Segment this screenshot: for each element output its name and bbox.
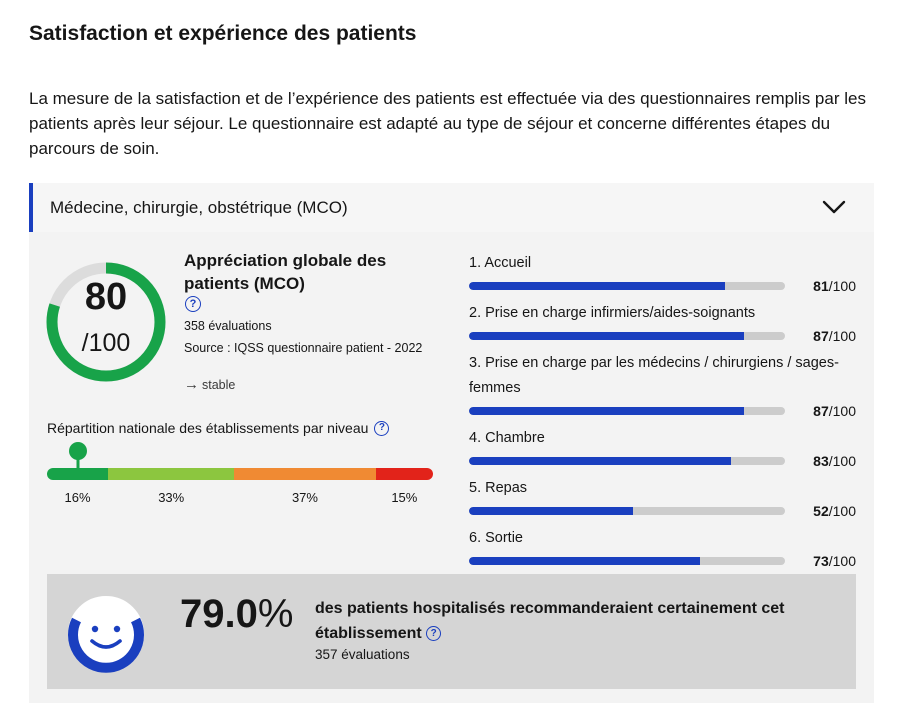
criterion-score-max: /100 [828,403,856,419]
criterion-score-max: /100 [828,553,856,569]
criterion-score-value: 81 [813,278,829,294]
criterion-label: 4. Chambre [469,430,545,446]
criterion-score-value: 73 [813,553,829,569]
recommendation-block: 79.0% des patients hospitalisés recomman… [47,574,856,689]
criterion-bar-fill [469,282,725,290]
criterion-bar [469,557,785,565]
global-title: Appréciation globale des patients (MCO) [184,251,387,293]
global-evaluations: 358 évaluations [184,319,272,333]
question-circle-icon[interactable]: ? [185,296,201,312]
criterion-bar-fill [469,407,744,415]
page-title: Satisfaction et expérience des patients [29,22,417,45]
criterion-bar-fill [469,332,744,340]
criterion-row: 2. Prise en charge infirmiers/aides-soig… [469,301,859,351]
trend-label: stable [202,377,236,392]
accordion-header-mco[interactable]: Médecine, chirurgie, obstétrique (MCO) [29,183,874,232]
smiley-face-icon [68,596,144,673]
criterion-score-value: 52 [813,503,829,519]
global-source: Source : IQSS questionnaire patient - 20… [184,341,423,355]
recommendation-percent: 79.0% [180,592,293,637]
criterion-score-value: 87 [813,403,829,419]
recommendation-text: des patients hospitalisés recommanderaie… [315,596,835,646]
criterion-bar-fill [469,457,732,465]
trend-indicator: → stable [184,377,235,392]
mco-panel: Médecine, chirurgie, obstétrique (MCO) 8… [29,183,874,703]
question-circle-icon[interactable]: ? [374,420,390,436]
criterion-score: 52/100 [804,503,856,519]
criterion-score-max: /100 [828,503,856,519]
criterion-score: 87/100 [804,328,856,344]
repartition-label: Répartition nationale des établissements… [47,420,390,436]
repartition-label-text: Répartition nationale des établissements… [47,420,369,436]
distribution-percent: 33% [158,490,185,505]
distribution-segment [234,468,376,480]
score-ring-arc [46,262,166,382]
criterion-bar [469,507,785,515]
criterion-bar-fill [469,557,700,565]
criterion-label: 5. Repas [469,480,528,496]
score-ring [46,262,166,382]
accordion-title: Médecine, chirurgie, obstétrique (MCO) [50,197,348,217]
recommendation-percent-number: 79.0 [180,592,258,636]
criterion-label: 6. Sortie [469,530,523,546]
criterion-row: 6. Sortie 73/100 [469,526,859,576]
chevron-down-icon[interactable] [822,199,846,215]
distribution-percent: 16% [64,490,91,505]
criterion-score-value: 83 [813,453,829,469]
distribution-bar [47,468,433,480]
criterion-score: 81/100 [804,278,856,294]
criterion-label: 2. Prise en charge infirmiers/aides-soig… [469,305,756,321]
criterion-row: 5. Repas 52/100 [469,476,859,526]
recommendation-percent-sign: % [257,592,294,636]
criterion-score-max: /100 [828,328,856,344]
distribution-segment [47,468,109,480]
criterion-bar [469,457,785,465]
distribution-percent: 37% [291,490,318,505]
criterion-score-value: 87 [813,328,829,344]
question-circle-icon[interactable]: ? [426,626,442,642]
criterion-score: 87/100 [804,403,856,419]
criterion-row: 4. Chambre 83/100 [469,426,859,476]
criterion-bar [469,332,785,340]
recommendation-text-label: des patients hospitalisés recommanderaie… [315,600,785,642]
criterion-label: 3. Prise en charge par les médecins / ch… [469,355,839,396]
criterion-score-max: /100 [828,453,856,469]
criterion-label: 1. Accueil [469,255,532,271]
criterion-score: 73/100 [804,553,856,569]
arrow-right-icon: → [184,376,199,393]
criterion-row: 1. Accueil 81/100 [469,251,859,301]
criterion-bar [469,282,785,290]
recommendation-evaluations: 357 évaluations [315,647,410,662]
global-score-value: 80 [84,276,128,318]
criterion-bar [469,407,785,415]
distribution-segment [108,468,235,480]
distribution-segment [375,468,433,480]
criterion-score-max: /100 [828,278,856,294]
criterion-row: 3. Prise en charge par les médecins / ch… [469,351,859,426]
distribution-percent: 15% [391,490,418,505]
criterion-bar-fill [469,507,634,515]
criterion-score: 83/100 [804,453,856,469]
intro-paragraph: La mesure de la satisfaction et de l’exp… [29,89,866,158]
map-pin-icon [69,442,87,471]
global-score-max: /100 [81,329,131,357]
